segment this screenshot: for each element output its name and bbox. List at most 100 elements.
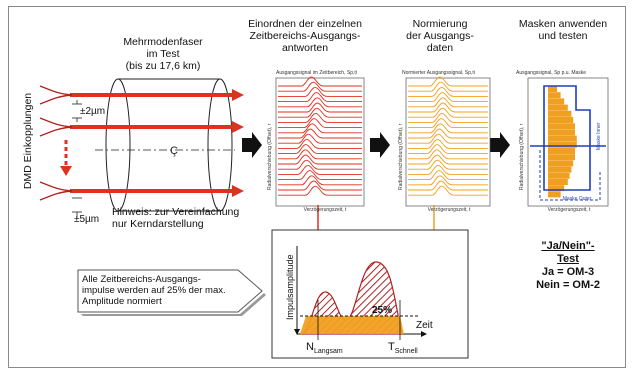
trace-line <box>278 92 362 103</box>
normalize-title-line-1: Normierung <box>412 18 468 30</box>
trace-line <box>278 112 362 123</box>
callout-line-1: Alle Zeitbereichs-Ausgangs- <box>82 274 201 285</box>
trace-line <box>278 133 362 144</box>
plot-2-xlabel: Verzögerungszeit, t <box>427 207 471 213</box>
trace-line <box>278 164 362 175</box>
mask-bar <box>548 185 565 192</box>
mask-bar <box>548 135 577 142</box>
mask-bar <box>548 117 574 123</box>
trace-line <box>408 86 488 97</box>
trace-line <box>408 133 488 144</box>
trace-line <box>408 154 488 165</box>
trace-line <box>408 180 488 191</box>
mask-outline <box>543 85 591 191</box>
inset-t-slow-main: N <box>306 341 314 353</box>
mask-bar <box>548 160 574 167</box>
plot-2 <box>405 76 491 207</box>
fiber-title: Mehrmodenfaser im Test (bis zu 17,6 km) <box>108 36 218 72</box>
trace-line <box>408 112 488 123</box>
trace-line <box>408 128 488 139</box>
inset-t-fast-main: T <box>388 341 395 353</box>
inset-t-fast: TSchnell <box>388 341 418 355</box>
trace-line <box>278 118 362 129</box>
trace-line <box>408 92 488 103</box>
trace-line <box>408 102 488 113</box>
result-nein: Nein = OM-2 <box>536 279 600 291</box>
trace-line <box>408 118 488 129</box>
mask-title: Masken anwenden und testen <box>508 18 618 42</box>
plot-3-legend-note: Maske Inner <box>596 122 602 150</box>
plot-3 <box>527 77 609 207</box>
mask-bar <box>548 98 565 105</box>
mask-bar <box>548 191 561 198</box>
trace-line <box>408 81 488 92</box>
plot-1-traces <box>278 76 362 196</box>
plot-1-xlabel: Verzögerungszeit, t <box>303 207 347 213</box>
trace-line <box>278 159 362 170</box>
plot-3-title: Ausgangssignal, Sp p.u. Maske <box>516 70 587 76</box>
inset-percent: 25% <box>372 305 392 316</box>
trace-line <box>278 128 362 139</box>
mask-bar <box>548 104 568 111</box>
trace-line <box>408 185 488 196</box>
result-title: "Ja/Nein"- <box>541 240 595 252</box>
arrange-title-line-3: antworten <box>281 42 329 54</box>
offset-markers <box>72 100 82 218</box>
hint-text: Hinweis: zur Vereinfachung nur Kerndarst… <box>112 206 252 230</box>
trace-line <box>278 123 362 134</box>
fiber-title-line-1: Mehrmodenfaser <box>123 36 203 48</box>
mask-bar <box>548 148 575 154</box>
mask-bar <box>548 179 568 185</box>
callout-line-2: impulse werden auf 25% der max. <box>82 285 226 296</box>
arrange-title-line-2: Zeitbereichs-Ausgangs- <box>249 30 361 42</box>
mask-bar <box>548 110 572 117</box>
mask-title-line-1: Masken anwenden <box>518 18 608 30</box>
result-block: "Ja/Nein"- Test Ja = OM-3 Nein = OM-2 <box>518 240 618 292</box>
trace-line <box>278 86 362 97</box>
trace-line <box>408 144 488 155</box>
mask-outer-outline <box>539 150 601 201</box>
trace-line <box>408 164 488 175</box>
trace-line <box>278 81 362 92</box>
offset-top-label: ±2µm <box>80 106 105 117</box>
mask-bar <box>548 166 572 173</box>
offset-bottom-label: ±5µm <box>74 214 99 225</box>
arrange-title: Einordnen der einzelnen Zeitbereichs-Aus… <box>240 18 370 54</box>
mask-bar <box>548 86 557 92</box>
result-title-2: Test <box>557 253 579 265</box>
mask-bar <box>548 92 561 99</box>
core-symbol: Ç <box>170 145 178 157</box>
trace-line <box>278 175 362 186</box>
inset-chart <box>271 229 469 359</box>
trace-line <box>278 138 362 149</box>
callout-text: Alle Zeitbereichs-Ausgangs- impulse werd… <box>82 274 242 307</box>
fiber-cylinder <box>95 78 235 212</box>
trace-line <box>278 170 362 181</box>
callout-box <box>77 269 266 316</box>
trace-line <box>408 76 488 87</box>
trace-line <box>278 97 362 108</box>
plot-2-traces <box>408 76 488 196</box>
inset-t-slow: NLangsam <box>306 341 343 355</box>
result-ja: Ja = OM-3 <box>541 266 595 278</box>
plot-2-ylabel: Radialverschiebung (Offset), r <box>398 123 404 190</box>
normalize-title: Normierung der Ausgangs- daten <box>395 18 485 54</box>
trace-line <box>408 123 488 134</box>
arrange-title-line-1: Einordnen der einzelnen <box>248 18 362 30</box>
beam-arrows <box>70 89 244 197</box>
inset-t-slow-sub: Langsam <box>314 348 343 355</box>
mask-bar <box>548 141 577 148</box>
plot-2-title: Normierter Ausgangssignal, Sp,ti <box>402 70 475 76</box>
plot-1 <box>275 76 365 207</box>
inset-xlabel: Zeit <box>416 320 433 331</box>
trace-line <box>408 175 488 186</box>
callout-line-3: Amplitude normiert <box>82 296 162 307</box>
trace-line <box>278 107 362 118</box>
trace-line <box>408 170 488 181</box>
plot-1-ylabel: Radialverschiebung (Offset), r <box>267 123 273 190</box>
trace-line <box>278 76 362 87</box>
trace-line <box>408 107 488 118</box>
plot-3-ylabel: Radialverschiebung (Offset), r <box>519 123 525 190</box>
